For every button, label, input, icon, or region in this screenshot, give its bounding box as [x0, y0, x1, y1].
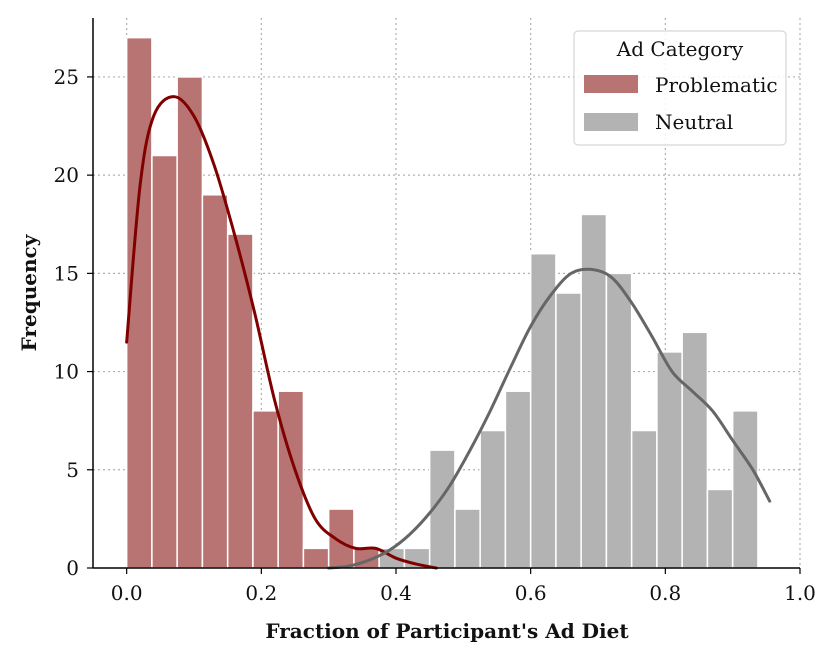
- histogram-bar-neutral: [555, 292, 582, 569]
- axes: [92, 18, 800, 569]
- histogram-bar-problematic: [302, 547, 330, 569]
- histogram-bar-neutral: [630, 429, 658, 569]
- histogram-bar-problematic: [252, 410, 279, 569]
- histogram-bar-neutral: [479, 429, 507, 569]
- legend-title: Ad Category: [616, 37, 744, 61]
- x-tick-label: 0.2: [245, 581, 277, 605]
- kde-curve-problematic: [125, 95, 438, 570]
- x-tick-label: 0.0: [111, 581, 143, 605]
- histogram-bar-problematic: [226, 233, 254, 569]
- legend-swatch-problematic: [584, 75, 638, 93]
- y-tick-label: 5: [66, 458, 79, 482]
- y-tick-label: 20: [54, 163, 79, 187]
- histogram-bar-neutral: [706, 488, 734, 569]
- x-tick-label: 0.4: [380, 581, 412, 605]
- legend: Ad Category Problematic Neutral: [573, 30, 787, 146]
- axis-ticks: 0.0 0.2 0.4 0.6 0.8 1.0 0 5 10 15 20 25: [54, 65, 816, 605]
- x-tick-label: 1.0: [784, 581, 816, 605]
- y-tick-label: 25: [54, 65, 79, 89]
- legend-label-neutral: Neutral: [655, 110, 733, 134]
- histogram-bar-neutral: [605, 272, 633, 569]
- kde-curves: [125, 95, 772, 570]
- x-axis-label: Fraction of Participant's Ad Diet: [265, 619, 629, 643]
- y-axis-label: Frequency: [17, 233, 41, 351]
- histogram-bar-problematic: [201, 194, 229, 569]
- y-tick-label: 10: [54, 360, 79, 384]
- x-tick-label: 0.6: [515, 581, 547, 605]
- y-tick-label: 0: [66, 556, 79, 580]
- histogram-bar-neutral: [681, 331, 709, 569]
- histogram-bar-neutral: [529, 252, 557, 569]
- histogram-bar-problematic: [327, 508, 355, 569]
- histogram-bar-problematic: [151, 154, 178, 569]
- kde-curve-neutral: [327, 267, 772, 570]
- y-tick-label: 15: [54, 261, 79, 285]
- histogram-bar-neutral: [656, 351, 683, 569]
- legend-label-problematic: Problematic: [655, 73, 778, 97]
- x-tick-label: 0.8: [649, 581, 681, 605]
- histogram-bar-neutral: [454, 508, 481, 569]
- histogram-bar-neutral: [731, 410, 759, 569]
- histogram-bar-neutral: [580, 213, 608, 569]
- legend-swatch-neutral: [584, 113, 638, 131]
- histogram-bar-problematic: [176, 76, 204, 569]
- histogram-bar-neutral: [504, 390, 532, 569]
